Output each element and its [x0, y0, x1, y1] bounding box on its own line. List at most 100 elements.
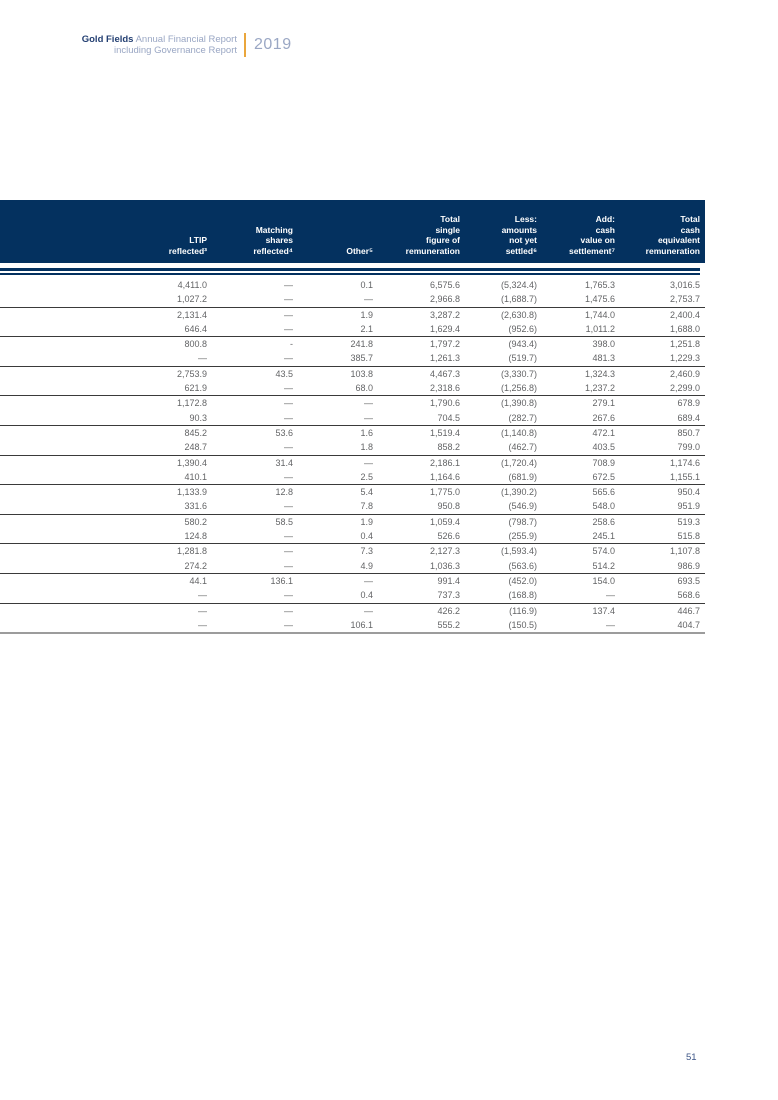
table-cell: 472.1	[592, 427, 615, 438]
table-row: 248.7—1.8 858.2 (462.7) 403.5 799.0	[0, 440, 705, 456]
table-cell: 4,411.0	[177, 280, 207, 290]
report-year: 2019	[254, 36, 292, 53]
column-header-3: Other⁵	[293, 200, 373, 263]
table-cell: 858.2	[373, 440, 460, 456]
table-cell: 68.0	[293, 381, 373, 397]
table-cell: 2.5	[293, 469, 373, 486]
column-header-4: Total single figure of remuneration	[373, 200, 460, 263]
table-cell: 672.5	[537, 469, 615, 486]
row-label-empty	[0, 366, 132, 381]
table-cell: 1.9	[360, 309, 373, 320]
column-header-1: LTIP reflected³	[132, 200, 207, 263]
row-label-empty	[0, 381, 132, 397]
table-cell: 3,287.2	[429, 309, 460, 320]
table-cell: —	[284, 309, 293, 320]
table-cell: 1.6	[360, 427, 373, 438]
table-header: LTIP reflected³ Matching shares reflected…	[0, 200, 705, 263]
table-cell: 7.3	[360, 546, 373, 557]
table-cell: (1,720.4)	[500, 457, 537, 468]
table-cell: —	[293, 410, 373, 426]
table-cell: 385.7	[293, 351, 373, 367]
table-cell: 0.4	[293, 588, 373, 604]
table-cell: 555.2	[373, 617, 460, 635]
table-cell: 137.4	[592, 605, 615, 616]
table-cell: 704.5	[373, 410, 460, 426]
table-cell: —	[284, 605, 293, 616]
report-subtitle: including Governance Report	[113, 45, 237, 56]
table-cell: 646.4	[132, 321, 207, 338]
table-cell: 404.7	[615, 617, 705, 635]
column-header-6: Add: cash value on settlement⁷	[537, 200, 615, 263]
row-label-empty	[0, 588, 132, 604]
table-cell: 1,281.8	[176, 546, 207, 557]
table-cell: 154.0	[592, 575, 615, 586]
table-cell: 526.6	[373, 529, 460, 545]
row-label-empty	[0, 529, 132, 545]
table-cell: —	[132, 588, 207, 604]
table-row: 1,281.8 — 7.3 2,127.3 (1,593.4) 574.0 1,107.8	[0, 544, 705, 559]
table-cell: 7.8	[293, 499, 373, 515]
row-label-empty	[0, 351, 132, 367]
rule-line-thin	[0, 273, 700, 275]
table-cell: —	[207, 381, 293, 397]
table-cell: 331.6	[132, 499, 207, 515]
table-cell: 2,400.4	[669, 309, 700, 320]
table-cell: 1,790.6	[429, 398, 460, 409]
table-cell: 1,775.0	[429, 487, 460, 498]
table-cell: 708.9	[592, 457, 615, 468]
table-cell: 1,036.3	[373, 558, 460, 574]
row-label-empty	[0, 603, 132, 618]
table-cell: 845.2	[184, 427, 207, 438]
row-label-empty	[0, 278, 132, 292]
table-cell: 5.4	[360, 487, 373, 498]
table-cell: —	[132, 351, 207, 367]
row-label-empty	[0, 514, 132, 529]
table-cell: (255.9)	[460, 529, 537, 545]
table-cell: 1,261.3	[373, 351, 460, 367]
table-cell: 678.9	[677, 398, 700, 409]
table-cell: 245.1	[537, 529, 615, 545]
rule-line-thick	[0, 268, 700, 271]
table-cell: —	[364, 605, 373, 616]
table-cell: 481.3	[537, 351, 615, 367]
report-title-block: Gold Fields Annual Financial Report incl…	[0, 34, 237, 56]
table-cell: 124.8	[132, 529, 207, 545]
table-cell: 106.1	[293, 617, 373, 635]
table-cell: (943.4)	[508, 339, 537, 350]
table-cell: —	[207, 292, 293, 308]
table-cell: 274.2	[132, 558, 207, 574]
table-cell: —	[198, 605, 207, 616]
table-cell: 6,575.6	[429, 280, 460, 290]
row-label-empty	[0, 410, 132, 426]
table-cell: —	[207, 351, 293, 367]
table-cell: 403.5	[537, 440, 615, 456]
table-cell: —	[537, 588, 615, 604]
table-cell: —	[207, 558, 293, 574]
table-cell: (462.7)	[460, 440, 537, 456]
table-cell: —	[293, 292, 373, 308]
table-cell: 621.9	[132, 381, 207, 397]
table-cell: —	[207, 440, 293, 456]
table-cell: 103.8	[350, 368, 373, 379]
table-row: — — — 426.2 (116.9) 137.4 446.7	[0, 603, 705, 618]
table-cell: —	[207, 321, 293, 338]
remuneration-table: LTIP reflected³ Matching shares reflected…	[0, 200, 705, 635]
table-cell: 136.1	[270, 575, 293, 586]
table-cell: 950.4	[677, 487, 700, 498]
table-cell: 398.0	[592, 339, 615, 350]
table-cell: 3,016.5	[669, 280, 700, 290]
table-cell: 1,011.2	[537, 321, 615, 338]
table-cell: 1,688.0	[615, 321, 705, 338]
table-cell: 43.5	[275, 368, 293, 379]
table-cell: —	[284, 546, 293, 557]
header-double-rule-cell	[0, 263, 705, 278]
table-cell: 12.8	[275, 487, 293, 498]
page-number: 51	[686, 1052, 697, 1063]
table-cell: 689.4	[615, 410, 705, 426]
rule-gap	[0, 275, 700, 278]
table-cell: 850.7	[677, 427, 700, 438]
table-cell: 800.8	[184, 339, 207, 350]
table-cell: (3,330.7)	[500, 368, 537, 379]
table-cell: 426.2	[437, 605, 460, 616]
